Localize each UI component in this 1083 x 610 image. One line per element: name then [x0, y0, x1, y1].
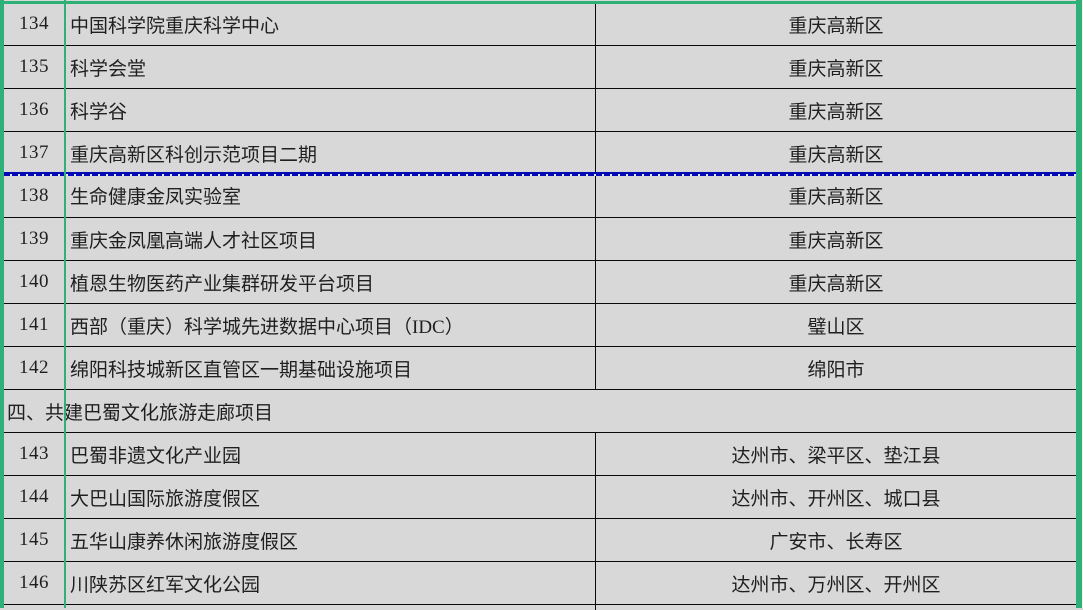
- project-location-cell[interactable]: 绵阳市: [595, 347, 1076, 389]
- page-top-guide-line: [0, 1, 1083, 4]
- project-name-cell[interactable]: 大巴山国际旅游度假区: [70, 488, 261, 510]
- project-name-cell[interactable]: 巴蜀非遗文化产业园: [70, 445, 242, 467]
- project-name-cell[interactable]: 川陕苏区红军文化公园: [70, 574, 261, 596]
- project-name-cell[interactable]: 科学会堂: [70, 58, 147, 80]
- project-location-cell[interactable]: 达州市、万州区、开州区: [595, 562, 1076, 604]
- project-name-cell[interactable]: 科学谷: [70, 101, 128, 123]
- page-left-guide-line: [0, 0, 4, 608]
- page-break-line[interactable]: [4, 171, 1076, 176]
- table-row-146: 146 川陕苏区红军文化公园 达州市、万州区、开州区: [4, 561, 1076, 604]
- project-name-cell[interactable]: 重庆高新区科创示范项目二期: [70, 144, 318, 166]
- section-title-cell[interactable]: 四、共建巴蜀文化旅游走廊项目: [7, 402, 274, 424]
- table-row-144: 144 大巴山国际旅游度假区 达州市、开州区、城口县: [4, 475, 1076, 518]
- table-row-145: 145 五华山康养休闲旅游度假区 广安市、长寿区: [4, 518, 1076, 561]
- table-row-next-partial: [4, 604, 1076, 610]
- table-row-142: 142 绵阳科技城新区直管区一期基础设施项目 绵阳市: [4, 346, 1076, 389]
- table-row-140: 140 植恩生物医药产业集群研发平台项目 重庆高新区: [4, 260, 1076, 303]
- row-number-cell[interactable]: 135: [19, 56, 49, 77]
- table-row-143: 143 巴蜀非遗文化产业园 达州市、梁平区、垫江县: [4, 432, 1076, 475]
- project-location-cell[interactable]: 广安市、长寿区: [595, 519, 1076, 561]
- project-location-cell[interactable]: 重庆高新区: [595, 89, 1076, 131]
- project-name-cell[interactable]: 植恩生物医药产业集群研发平台项目: [70, 273, 375, 295]
- project-location-cell[interactable]: 重庆高新区: [595, 218, 1076, 260]
- project-name-cell[interactable]: 西部（重庆）科学城先进数据中心项目（IDC）: [70, 316, 464, 338]
- section-header-row: 四、共建巴蜀文化旅游走廊项目: [4, 389, 1076, 432]
- project-location-cell[interactable]: 璧山区: [595, 304, 1076, 346]
- project-name-cell[interactable]: 重庆金凤凰高端人才社区项目: [70, 230, 318, 252]
- column-grid-guide-line: [64, 0, 66, 608]
- project-location-cell[interactable]: 达州市、梁平区、垫江县: [595, 433, 1076, 475]
- table: 134 中国科学院重庆科学中心 重庆高新区 135 科学会堂 重庆高新区 136…: [4, 3, 1076, 610]
- row-number-cell[interactable]: 140: [19, 271, 49, 292]
- project-location-cell[interactable]: 达州市、开州区、城口县: [595, 476, 1076, 518]
- project-name-cell[interactable]: 中国科学院重庆科学中心: [70, 15, 280, 37]
- project-location-cell[interactable]: 重庆高新区: [595, 46, 1076, 88]
- row-number-cell[interactable]: 138: [19, 184, 49, 206]
- row-number-cell[interactable]: 145: [19, 529, 49, 550]
- row-number-cell[interactable]: 144: [19, 486, 49, 507]
- table-row-134: 134 中国科学院重庆科学中心 重庆高新区: [4, 3, 1076, 45]
- row-number-cell[interactable]: 143: [19, 443, 49, 464]
- project-name-cell[interactable]: 绵阳科技城新区直管区一期基础设施项目: [70, 359, 413, 381]
- table-row-138: 138 生命健康金凤实验室 重庆高新区: [4, 171, 1076, 217]
- row-number-cell[interactable]: 137: [19, 142, 49, 163]
- row-number-cell[interactable]: 134: [19, 13, 49, 34]
- page-right-boundary-bar: [1076, 0, 1082, 608]
- table-row-139: 139 重庆金凤凰高端人才社区项目 重庆高新区: [4, 217, 1076, 260]
- table-row-141: 141 西部（重庆）科学城先进数据中心项目（IDC） 璧山区: [4, 303, 1076, 346]
- project-location-cell[interactable]: 重庆高新区: [595, 174, 1076, 217]
- row-number-cell[interactable]: 142: [19, 357, 49, 378]
- project-location-cell[interactable]: 重庆高新区: [595, 132, 1076, 174]
- project-location-cell[interactable]: 重庆高新区: [595, 3, 1076, 45]
- project-name-cell[interactable]: 生命健康金凤实验室: [70, 187, 242, 208]
- row-number-cell[interactable]: 136: [19, 99, 49, 120]
- row-number-cell[interactable]: 139: [19, 228, 49, 249]
- table-row-135: 135 科学会堂 重庆高新区: [4, 45, 1076, 88]
- row-number-cell[interactable]: 146: [19, 572, 49, 593]
- table-row-136: 136 科学谷 重庆高新区: [4, 88, 1076, 131]
- row-number-cell[interactable]: 141: [19, 314, 49, 335]
- table-row-137: 137 重庆高新区科创示范项目二期 重庆高新区: [4, 131, 1076, 174]
- project-name-cell[interactable]: 五华山康养休闲旅游度假区: [70, 531, 299, 553]
- project-location-cell[interactable]: 重庆高新区: [595, 261, 1076, 303]
